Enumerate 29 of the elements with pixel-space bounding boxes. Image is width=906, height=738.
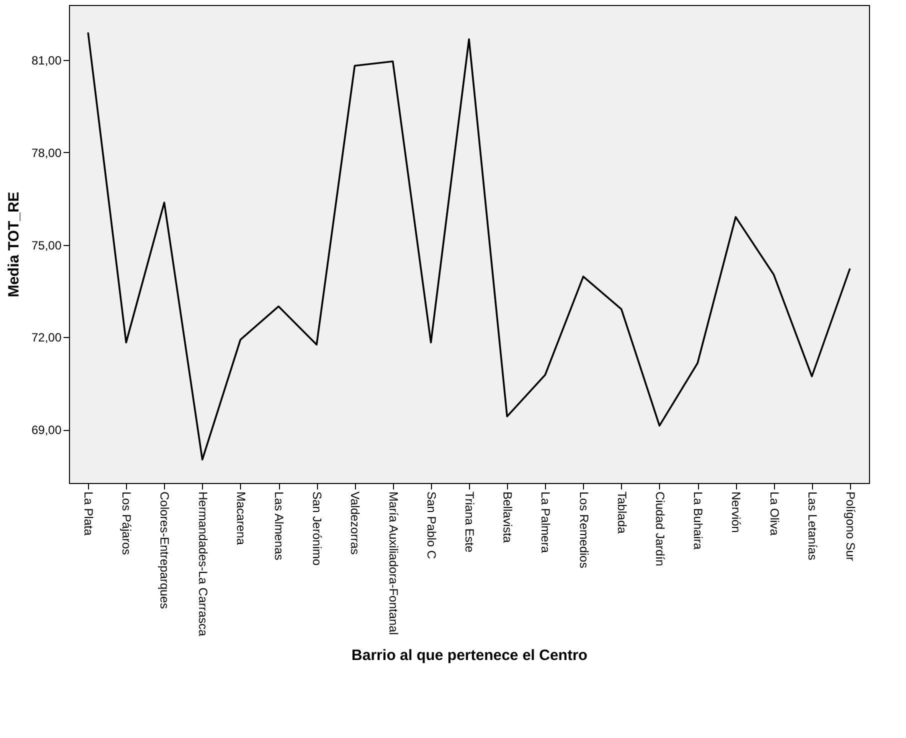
y-tick-label: 72,00 bbox=[31, 330, 62, 345]
x-tick-label: Valdezorras bbox=[348, 492, 362, 555]
x-tick-label: Nervión bbox=[729, 492, 744, 533]
x-tick-label: Colores-Entreparques bbox=[158, 492, 172, 609]
y-tick-label: 69,00 bbox=[31, 423, 62, 438]
y-tick-label: 81,00 bbox=[31, 53, 62, 68]
x-tick-label: Polígono Sur bbox=[843, 492, 858, 561]
y-tick-label: 78,00 bbox=[31, 146, 62, 160]
x-tick-label: Macarena bbox=[234, 492, 248, 546]
x-tick-label: La Oliva bbox=[767, 492, 782, 536]
x-tick-label: Las Letanías bbox=[805, 492, 820, 560]
x-tick-label: María Auxiliadora-Fontanal bbox=[386, 492, 400, 635]
x-tick-label: La Palmera bbox=[538, 492, 553, 554]
x-tick-label: Ciudad Jardín bbox=[652, 492, 667, 566]
line-series bbox=[87, 32, 851, 460]
x-tick-label: Hermandades-La Carrasca bbox=[196, 492, 210, 637]
x-axis-title: Barrio al que pertenece el Centro bbox=[352, 647, 588, 664]
y-axis-title: Media TOT_RE bbox=[5, 192, 22, 298]
x-tick-label: Tablada bbox=[614, 492, 629, 534]
x-tick-label: Los Remedios bbox=[576, 492, 591, 568]
x-tick-label: Triana Este bbox=[462, 492, 476, 553]
x-tick-label: San Pablo C bbox=[424, 492, 438, 560]
x-tick-label: Bellavista bbox=[500, 492, 515, 544]
y-tick-label: 75,00 bbox=[31, 238, 62, 252]
x-tick-label: Los Pájaros bbox=[120, 492, 134, 555]
x-tick-label: La Plata bbox=[82, 492, 96, 536]
x-tick-label: San Jerónimo bbox=[310, 492, 324, 566]
x-tick-label: La Buhaira bbox=[691, 492, 706, 550]
x-tick-label: Las Almenas bbox=[272, 492, 286, 560]
